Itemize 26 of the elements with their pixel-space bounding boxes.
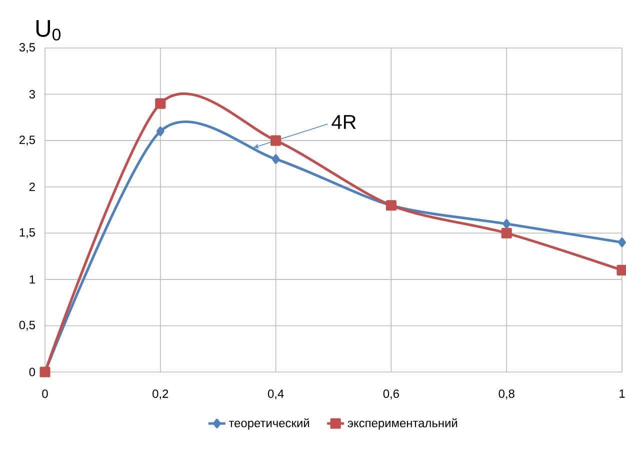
y-tick-label: 3: [29, 90, 35, 99]
point: [155, 98, 166, 109]
legend-label: экспериментальний: [348, 418, 458, 430]
x-tick-label: 0,8: [498, 389, 514, 400]
y-axis-title: U$_{0}$: [36, 20, 60, 40]
y-tick-label: 3,5: [19, 43, 35, 53]
y-tick-label: 2,5: [19, 136, 35, 146]
x-tick-label: 1: [620, 389, 625, 398]
x-tick-label: 0,6: [383, 389, 399, 400]
x-tick-label: 0,4: [268, 389, 284, 400]
point: [156, 126, 164, 136]
annotation: 4R: [332, 115, 356, 129]
point: [270, 135, 282, 146]
y-tick-label: 0: [29, 368, 36, 376]
y-tick-label: 0,5: [19, 320, 35, 331]
y-tick-label: 1: [30, 275, 35, 284]
y-tick-label: 2: [29, 182, 35, 192]
point: [616, 264, 626, 276]
point: [502, 219, 511, 229]
point: [272, 154, 280, 164]
y-tick-label: 1,5: [20, 228, 35, 238]
point: [618, 238, 626, 248]
legend-label: теоретический: [228, 418, 310, 430]
x-tick-label: 0,2: [152, 389, 168, 400]
point: [501, 228, 512, 238]
x-tick-label: 0: [42, 389, 48, 398]
